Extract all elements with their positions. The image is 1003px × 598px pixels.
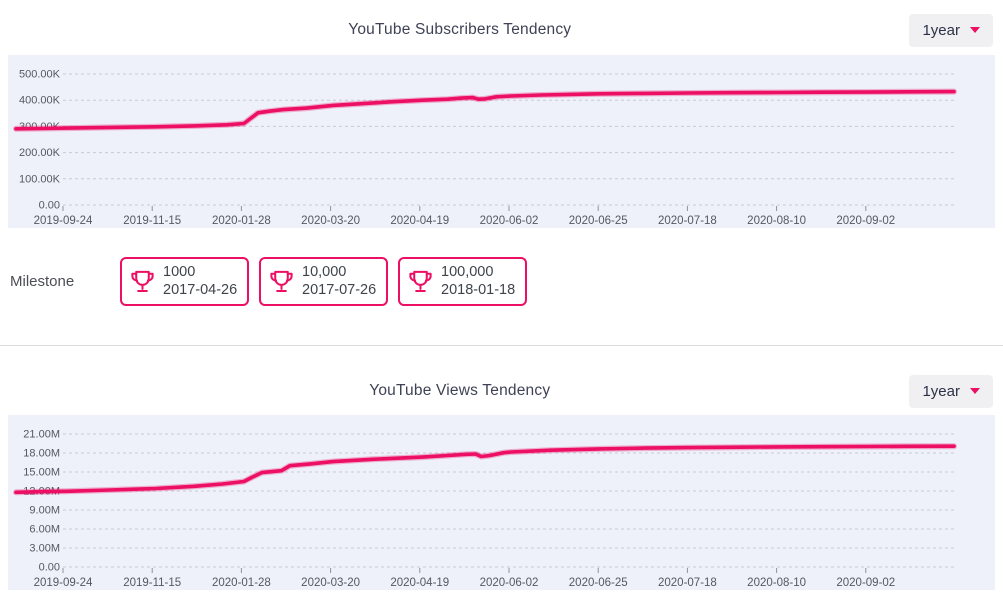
y-axis-label: 0.00 xyxy=(39,200,60,212)
x-axis-label: 2020-06-02 xyxy=(480,577,539,589)
subscribers-range-button[interactable]: 1year xyxy=(909,13,993,47)
y-axis-label: 400.00K xyxy=(19,95,61,107)
milestone-value: 10,000 xyxy=(302,263,347,280)
y-axis-label: 0.00 xyxy=(39,562,60,574)
subscribers-chart-title: YouTube Subscribers Tendency xyxy=(348,21,572,38)
x-axis-label: 2020-04-19 xyxy=(390,215,449,227)
x-axis-label: 2019-11-15 xyxy=(123,577,181,589)
subscribers-header: YouTube Subscribers Tendency 1year xyxy=(0,0,1003,48)
views-chart[interactable]: 21.00M 18.00M 15.00M 12.00M 9.00M 6.00M 3.00M 0… xyxy=(8,415,995,590)
milestone-label: Milestone xyxy=(10,273,75,290)
milestone-card: 1000 2017-04-26 xyxy=(120,257,249,306)
subscribers-chart-canvas: 500.00K400.00K300.00K200.00K100.00K0.002… xyxy=(13,69,957,227)
y-axis-label: 15.00M xyxy=(23,467,60,479)
x-axis-label: 2020-03-20 xyxy=(301,215,360,227)
x-axis-label: 2019-09-24 xyxy=(34,577,93,589)
milestone-date: 2017-07-26 xyxy=(302,281,377,298)
y-axis-label: 200.00K xyxy=(19,147,61,159)
x-axis-label: 2020-08-10 xyxy=(747,215,806,227)
y-axis-label: 9.00M xyxy=(29,505,60,517)
x-axis-label: 2020-07-18 xyxy=(658,215,717,227)
milestone-value: 100,000 xyxy=(441,263,494,280)
milestone-card: 100,000 2018-01-18 xyxy=(398,257,527,306)
milestone-date: 2017-04-26 xyxy=(163,281,238,298)
y-axis-label: 500.00K xyxy=(19,69,61,81)
milestone-date: 2018-01-18 xyxy=(441,281,516,298)
y-axis-label: 21.00M xyxy=(23,429,60,441)
views-chart-title: YouTube Views Tendency xyxy=(369,382,551,399)
views-chart-canvas: 21.00M18.00M15.00M12.00M9.00M6.00M3.00M0… xyxy=(13,429,957,589)
milestone-section: Milestone 1000 2017-04-26 xyxy=(0,257,1003,306)
trophy-icon xyxy=(270,270,293,292)
caret-down-icon xyxy=(970,388,980,394)
y-axis-label: 18.00M xyxy=(23,448,60,460)
x-axis-label: 2020-06-25 xyxy=(569,577,628,589)
y-axis-label: 6.00M xyxy=(29,524,60,536)
range-button-label: 1year xyxy=(922,382,960,400)
y-axis-label: 3.00M xyxy=(29,543,60,555)
views-header: YouTube Views Tendency 1year xyxy=(0,346,1003,409)
range-button-label: 1year xyxy=(922,21,960,39)
section-divider xyxy=(0,345,1003,346)
x-axis-label: 2020-03-20 xyxy=(301,577,360,589)
series-line xyxy=(14,89,956,131)
x-axis-label: 2020-06-25 xyxy=(569,215,628,227)
views-range-button[interactable]: 1year xyxy=(909,374,993,408)
x-axis-label: 2020-01-28 xyxy=(212,215,271,227)
subscribers-chart[interactable]: 500.00K 400.00K 300.00K 200.00K 100.00K 0.00 2… xyxy=(8,55,995,228)
x-axis-label: 2020-01-28 xyxy=(212,577,271,589)
x-axis-label: 2020-09-02 xyxy=(836,577,895,589)
caret-down-icon xyxy=(970,27,980,33)
x-axis-label: 2020-06-02 xyxy=(480,215,539,227)
trophy-icon xyxy=(131,270,154,292)
y-axis-label: 100.00K xyxy=(19,173,61,185)
trophy-icon xyxy=(409,270,432,292)
x-axis-label: 2020-04-19 xyxy=(390,577,449,589)
milestone-card: 10,000 2017-07-26 xyxy=(259,257,388,306)
x-axis-label: 2020-08-10 xyxy=(747,577,806,589)
x-axis-label: 2020-07-18 xyxy=(658,577,717,589)
series-line xyxy=(14,444,956,495)
x-axis-label: 2019-11-15 xyxy=(123,215,181,227)
milestone-value: 1000 xyxy=(163,263,196,280)
x-axis-label: 2020-09-02 xyxy=(836,215,895,227)
x-axis-label: 2019-09-24 xyxy=(34,215,93,227)
